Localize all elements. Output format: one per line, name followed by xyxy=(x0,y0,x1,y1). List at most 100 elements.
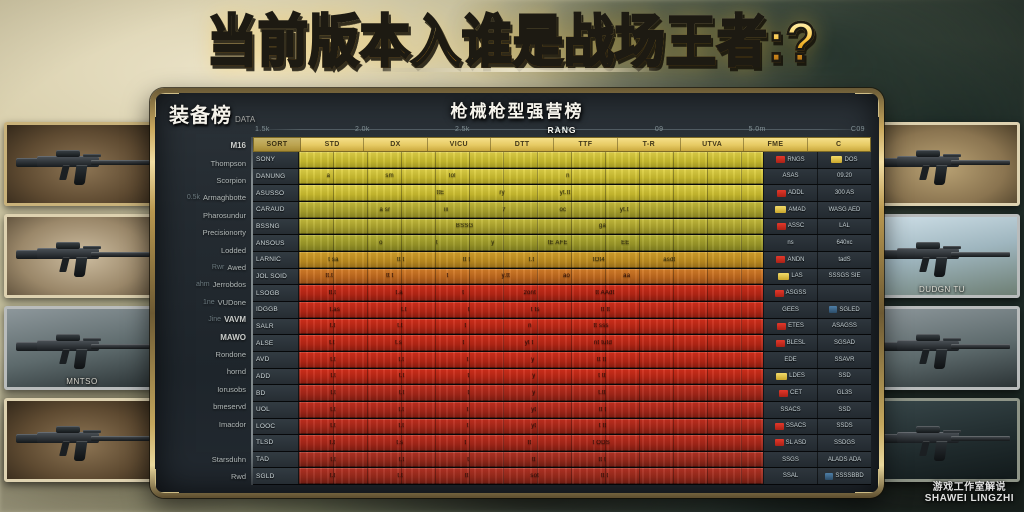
row-label: Scorpion xyxy=(216,172,246,189)
table-row[interactable]: AVD t.t t.t t y tt tt EDE SSAVR xyxy=(253,351,871,369)
row-end-text: GEES xyxy=(782,306,799,313)
table-row[interactable]: ASUSSO ttE ry yt.tt ADDL 300 AS xyxy=(253,185,871,202)
row-name-cell: LSOGB xyxy=(253,285,299,301)
weapon-thumbnail[interactable] xyxy=(864,398,1020,482)
row-value-bar: tt.t t.a t 2ont tt AAdt xyxy=(299,285,763,301)
weapon-part-barrel xyxy=(90,436,150,441)
row-end-cell: CET xyxy=(763,385,817,401)
bar-value: oc xyxy=(559,206,567,213)
row-label: 0.5k Armaghbotte xyxy=(187,189,246,206)
row-label: MAWO xyxy=(220,328,246,345)
bar-value: yt.t xyxy=(619,206,629,213)
table-row[interactable]: TAD t.t t.t t tt tt t SSGS ALADS ADA xyxy=(253,451,871,469)
bar-value: ttE xyxy=(436,190,445,197)
bar-texture xyxy=(299,152,763,168)
header-cell[interactable]: T-R xyxy=(618,138,681,151)
row-end-text: ETES xyxy=(788,323,804,330)
table-row[interactable]: ANSOUS o t y tE AFE EE ns 640xc xyxy=(253,235,871,252)
table-row[interactable]: CARAUD a sr iii 7 oc yt.t AMAD WASG AED xyxy=(253,201,871,219)
header-cell-name[interactable]: SORT xyxy=(254,138,301,151)
status-badge xyxy=(776,222,786,230)
weapon-thumbnail[interactable] xyxy=(4,122,160,206)
header-cell[interactable]: DTT xyxy=(491,138,555,151)
bar-value: nt tutd xyxy=(593,340,613,347)
status-badge xyxy=(775,206,787,214)
header-cell[interactable]: TTF xyxy=(554,138,618,151)
table-row[interactable]: IDGGB t.as t.t t t ts tt tt GEES SGLED xyxy=(253,301,871,319)
bar-value: yt xyxy=(531,406,537,413)
bar-value: sot xyxy=(530,473,540,480)
row-label-text: MAWO xyxy=(220,332,246,342)
header-cell[interactable]: FME xyxy=(744,138,808,151)
header-cell[interactable]: DX xyxy=(364,138,428,151)
bar-value: t sa xyxy=(328,256,339,263)
table-row[interactable]: BD t.t t.t t y t.tt CET GL3S xyxy=(253,385,871,402)
row-value-bar: t.t t.t t n tt sss xyxy=(299,318,763,335)
table-row[interactable]: ADD t.t t.t t y t tt LDES SSD xyxy=(253,368,871,386)
weapon-thumbnail[interactable]: MNTSO xyxy=(4,306,160,390)
bar-value: lol xyxy=(449,173,456,180)
bar-value-text: t.t t.t t tt tt t xyxy=(299,457,763,463)
ranking-panel: 装备榜 DATA 枪械枪型强营榜 1.5k 2.0k 2.5k 3.0k 09 5.0m C0… xyxy=(155,93,879,493)
bar-value-text: t.t t.t t n tt sss xyxy=(299,323,763,329)
bar-value: t.tt xyxy=(598,390,606,397)
row-end-cell: SSD xyxy=(817,401,871,418)
header-cell[interactable]: VICU xyxy=(428,138,491,151)
table-row[interactable]: TLSD t.t t.s t tt t ODS SL ASD SSDGS xyxy=(253,435,871,452)
header-cell[interactable]: UTVA xyxy=(681,138,745,151)
table-row[interactable]: UOL t.t t.t t yt tt t SSACS SSD xyxy=(253,401,871,419)
weapon-part-mag xyxy=(933,164,948,185)
panel-heading: 枪械枪型强营榜 xyxy=(450,102,584,121)
bar-value-text: t.t t.t t yt t tt xyxy=(299,423,763,429)
weapon-part-upper xyxy=(897,156,959,167)
row-end-cell: LAL xyxy=(817,218,871,235)
row-end-text: SL ASD xyxy=(785,439,807,446)
bar-value: tt.t xyxy=(328,290,337,297)
row-end-cell: 09.20 xyxy=(817,168,871,185)
weapon-thumbnail[interactable] xyxy=(864,306,1020,390)
row-end-text: ASAGSS xyxy=(832,323,857,330)
weapon-thumbnail[interactable]: DUDGN TU xyxy=(864,214,1020,298)
table-row[interactable]: LSOGB tt.t t.a t 2ont tt AAdt ASGSS xyxy=(253,285,871,302)
weapon-part-barrel xyxy=(950,160,1010,165)
header-cell[interactable]: C xyxy=(836,141,842,148)
row-end-text: DOS xyxy=(844,156,858,163)
weapon-part-rail-t xyxy=(82,246,102,250)
weapon-silhouette xyxy=(876,328,1010,369)
row-end-text: SSD xyxy=(838,373,851,380)
row-value-bar xyxy=(299,152,763,168)
grid-divider xyxy=(251,137,253,485)
table-row[interactable]: JOL SOID tt.t tt t t y.tt ao aa LAS SSSGS SIE xyxy=(253,268,871,286)
weapon-thumbnail[interactable] xyxy=(4,214,160,298)
table-row[interactable]: SALR t.t t.t t n tt sss ETES ASAGSS xyxy=(253,318,871,336)
axis-tick: 3.0k xyxy=(554,125,570,133)
row-label-text: Jerrobdos xyxy=(212,280,246,290)
weapon-part-stock xyxy=(876,341,901,351)
weapon-thumbnail[interactable] xyxy=(4,398,160,482)
row-label-text: Rondone xyxy=(215,350,246,360)
table-row[interactable]: SONY RNGS DOS xyxy=(253,152,871,169)
header-cell[interactable]: STD xyxy=(301,138,365,151)
table-row[interactable]: SGLD t.t t.t tt sot tt t SSAL SSSSBBD xyxy=(253,468,871,486)
row-end-text: 640xc xyxy=(836,240,853,247)
weapon-thumbnail[interactable] xyxy=(864,122,1020,206)
table-row[interactable]: ALSE t.t t.s t yt t nt tutd BLESL SGSAD xyxy=(253,335,871,352)
row-name-cell: LARNIC xyxy=(253,251,299,268)
bar-value: t tt xyxy=(598,423,607,430)
bar-value: tt xyxy=(527,439,532,446)
row-end-text: EDE xyxy=(784,356,797,363)
row-name-cell: IDGGB xyxy=(253,301,299,318)
row-value-bar: tt.t tt t t y.tt ao aa xyxy=(299,268,763,285)
table-row[interactable]: DANUNG a sm lol n ASAS 09.20 xyxy=(253,168,871,186)
bar-value: t.t xyxy=(329,473,336,480)
table-row[interactable]: BSSNG BSSG ga ASSC LAL xyxy=(253,218,871,236)
row-end-text: ALADS ADA xyxy=(827,456,862,463)
weapon-part-mag xyxy=(933,348,948,369)
row-end-text: 09.20 xyxy=(836,173,852,180)
table-row[interactable]: LOOC t.t t.t t yt t tt SSACS SSDS xyxy=(253,418,871,436)
row-value-bar: a sr iii 7 oc yt.t xyxy=(299,201,763,218)
row-label-text: Imacdor xyxy=(218,419,246,429)
weapon-part-upper xyxy=(37,248,99,259)
table-row[interactable]: LARNIC t sa tt t tt t t.t tOt4 asdt ANDN tadS xyxy=(253,251,871,269)
row-end-cell: LAS xyxy=(763,268,817,285)
